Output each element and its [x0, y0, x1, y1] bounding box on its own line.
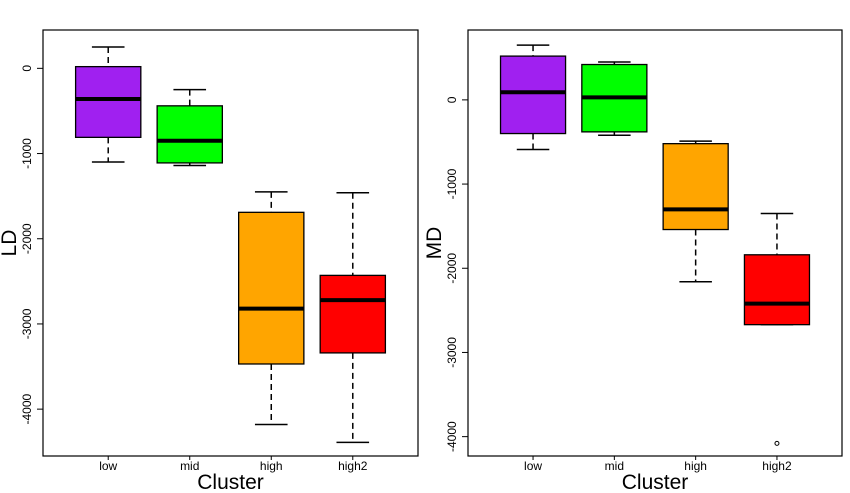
x-tick-label: mid [180, 459, 199, 473]
box-mid [156, 105, 223, 164]
x-axis-label: Cluster [197, 471, 264, 493]
box-high2 [743, 254, 811, 326]
box-low [499, 55, 567, 135]
y-tick-label: -1000 [20, 138, 34, 169]
x-tick-label: low [99, 459, 117, 473]
y-tick-label: 0 [20, 65, 34, 72]
y-tick-label: -2000 [20, 223, 34, 254]
y-tick-label: -4000 [20, 393, 34, 424]
box-high [662, 143, 729, 231]
x-tick-label: high [684, 459, 707, 473]
y-tick-label: -2000 [445, 253, 459, 284]
box-high [238, 211, 305, 365]
plot-frame-0 [42, 29, 419, 457]
box-low [74, 65, 142, 139]
outlier-point [774, 440, 780, 446]
x-tick-label: high2 [762, 459, 792, 473]
x-axis-label: Cluster [622, 471, 689, 493]
x-tick-label: low [524, 459, 542, 473]
plot-frame-1 [467, 29, 843, 457]
x-tick-label: high [260, 459, 283, 473]
y-axis-label: LD [0, 230, 21, 257]
y-tick-label: -4000 [445, 421, 459, 452]
y-axis-label: MD [423, 227, 446, 260]
x-tick-label: mid [605, 459, 624, 473]
y-tick-label: -1000 [445, 168, 459, 199]
y-tick-label: -3000 [20, 308, 34, 339]
x-tick-label: high2 [338, 459, 368, 473]
box-high2 [319, 274, 387, 354]
y-tick-label: -3000 [445, 337, 459, 368]
y-tick-label: 0 [445, 96, 459, 103]
